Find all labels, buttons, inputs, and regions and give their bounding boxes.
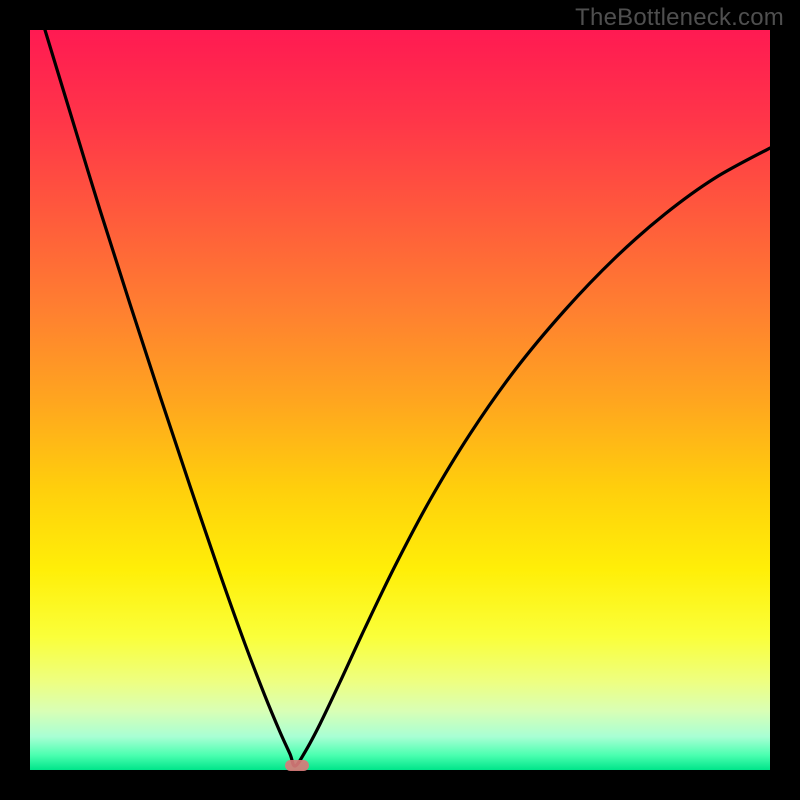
minimum-marker: [285, 760, 309, 771]
plot-area: [30, 30, 770, 770]
bottleneck-curve: [30, 30, 770, 770]
chart-frame: TheBottleneck.com: [0, 0, 800, 800]
curve-path: [45, 30, 770, 766]
watermark-text: TheBottleneck.com: [575, 4, 784, 32]
